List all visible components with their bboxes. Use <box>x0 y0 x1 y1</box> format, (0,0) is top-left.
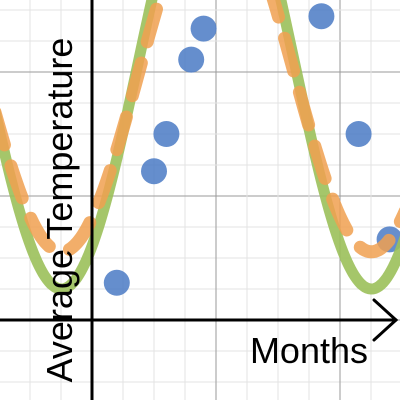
data-point <box>141 158 167 185</box>
x-axis-label: Months <box>250 330 368 371</box>
data-point <box>190 15 217 42</box>
data-point <box>153 121 180 147</box>
data-point <box>308 3 335 30</box>
y-axis-label: Average Temperature <box>39 38 80 383</box>
x-axis-arrow <box>372 298 399 342</box>
data-point <box>103 269 130 296</box>
fit-curves <box>0 0 400 295</box>
data-point <box>178 46 205 73</box>
dashed-curve <box>0 0 400 259</box>
data-point <box>345 121 372 147</box>
solid-curve <box>0 0 400 295</box>
